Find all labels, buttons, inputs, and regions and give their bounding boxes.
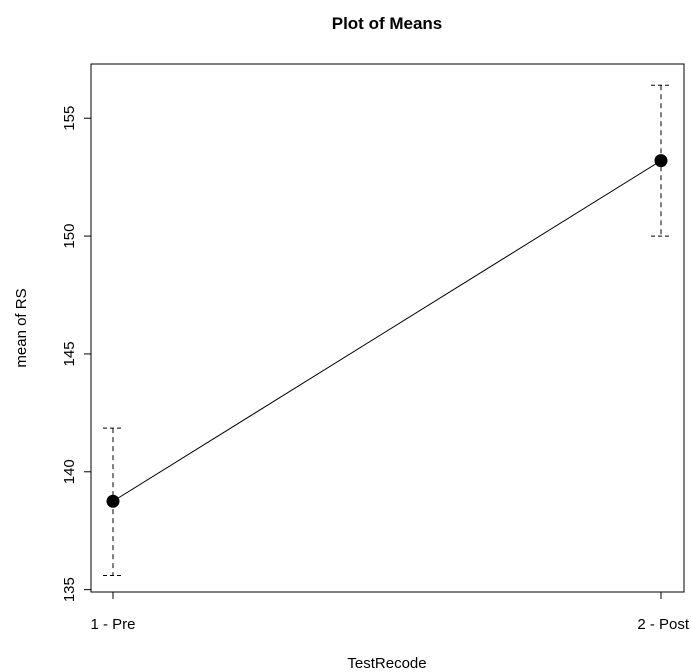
data-point	[654, 154, 668, 168]
data-point	[106, 494, 120, 508]
series-line	[112, 160, 662, 502]
x-tick-label: 2 - Post	[637, 616, 690, 633]
chart-title: Plot of Means	[332, 14, 443, 33]
x-axis: 1 - Pre 2 - Post	[90, 592, 690, 633]
series-lines	[112, 160, 662, 502]
x-tick-label: 1 - Pre	[90, 616, 135, 633]
plot-area-frame	[90, 63, 685, 593]
y-tick-label: 135	[61, 577, 78, 602]
data-points	[106, 154, 668, 508]
y-tick-label: 145	[61, 341, 78, 366]
y-tick-label: 150	[61, 224, 78, 249]
y-tick-label: 140	[61, 459, 78, 484]
error-bars	[103, 84, 671, 576]
x-axis-label: TestRecode	[347, 655, 426, 672]
y-tick-label: 155	[61, 106, 78, 131]
y-axis: 135 140 145 150 155	[61, 106, 91, 602]
y-axis-label: mean of RS	[13, 288, 30, 367]
